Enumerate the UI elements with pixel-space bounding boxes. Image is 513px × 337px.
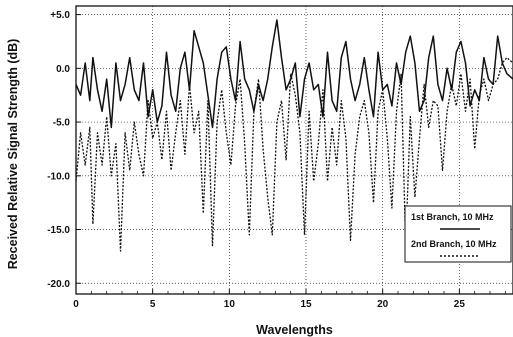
- y-axis-title: Received Relative Signal Strength (dB): [6, 39, 20, 270]
- series-line-2nd-branch: [75, 56, 513, 252]
- x-tick-label: 5: [150, 299, 156, 310]
- plot-frame: [75, 5, 513, 295]
- legend-label-2nd-branch: 2nd Branch, 10 MHz: [411, 239, 497, 249]
- y-tick-label: -20.0: [47, 279, 70, 290]
- y-tick-label: +5.0: [50, 10, 70, 21]
- y-tick-label: -10.0: [47, 171, 70, 182]
- x-tick-label: 0: [73, 299, 79, 310]
- x-tick-label: 15: [300, 299, 312, 310]
- x-tick-label: 20: [377, 299, 389, 310]
- tick-labels: +5.0 0.0 -5.0 -10.0 -15.0 -20.00 5 10 15 20 25: [47, 10, 465, 310]
- legend-label-1st-branch: 1st Branch, 10 MHz: [411, 212, 494, 222]
- axis-ticks: [75, 14, 506, 294]
- y-tick-label: -5.0: [53, 118, 71, 129]
- x-tick-label: 10: [224, 299, 236, 310]
- legend: 1st Branch, 10 MHz 2nd Branch, 10 MHz: [404, 205, 512, 263]
- x-axis-title: Wavelengths: [256, 323, 333, 337]
- x-tick-label: 25: [454, 299, 466, 310]
- y-tick-label: 0.0: [56, 64, 70, 75]
- plot-series: [75, 19, 513, 252]
- legend-box: [404, 205, 512, 263]
- y-tick-label: -15.0: [47, 225, 70, 236]
